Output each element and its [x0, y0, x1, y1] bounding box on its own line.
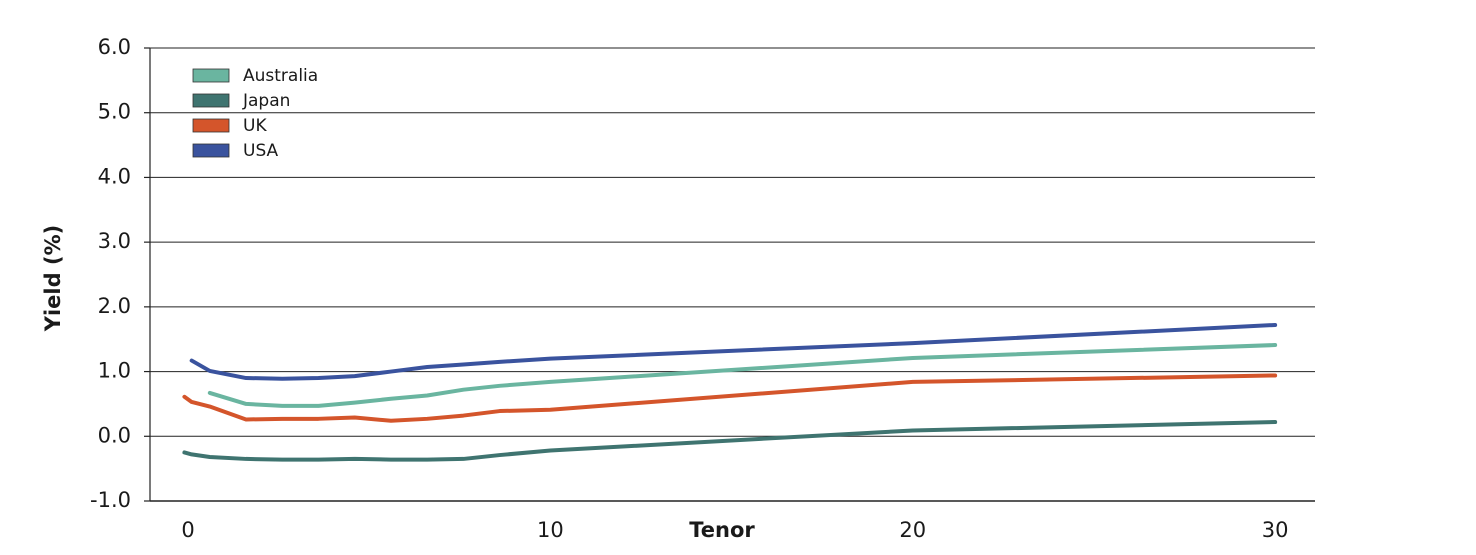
x-axis-title: Tenor — [689, 518, 755, 542]
y-tick-label: 1.0 — [98, 359, 131, 383]
series-line — [182, 373, 1278, 423]
legend-label: USA — [243, 141, 279, 161]
series-line — [207, 343, 1278, 408]
x-tick-label: 20 — [899, 518, 926, 542]
legend-swatch — [192, 143, 230, 158]
y-tick-label: 3.0 — [98, 229, 131, 253]
legend-swatch — [192, 93, 230, 108]
series-line — [182, 420, 1278, 462]
series-line — [189, 322, 1278, 381]
legend-swatch — [192, 118, 230, 133]
y-tick-label: 6.0 — [98, 35, 131, 59]
legend-label: Japan — [242, 91, 290, 111]
y-tick-label: -1.0 — [90, 488, 131, 512]
x-tick-label: 30 — [1262, 518, 1289, 542]
y-axis-title: Yield (%) — [41, 225, 65, 332]
y-tick-label: 5.0 — [98, 100, 131, 124]
legend-label: Australia — [243, 66, 318, 86]
legend-swatch — [192, 68, 230, 83]
y-tick-label: 0.0 — [98, 423, 131, 447]
y-tick-label: 2.0 — [98, 294, 131, 318]
x-tick-label: 0 — [181, 518, 194, 542]
x-tick-label: 10 — [537, 518, 564, 542]
legend-label: UK — [243, 116, 267, 136]
y-tick-label: 4.0 — [98, 164, 131, 188]
